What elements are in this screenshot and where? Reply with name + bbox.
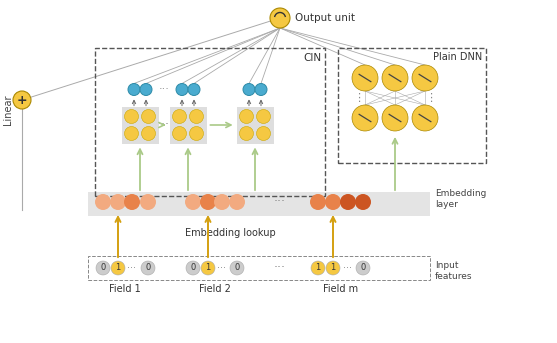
Text: Output unit: Output unit <box>295 13 355 23</box>
Circle shape <box>96 261 110 275</box>
Text: ···: ··· <box>217 263 227 273</box>
Text: ···: ··· <box>158 118 170 131</box>
Circle shape <box>229 194 245 210</box>
Circle shape <box>140 194 156 210</box>
Text: Plain DNN: Plain DNN <box>433 52 482 62</box>
FancyBboxPatch shape <box>121 106 159 143</box>
Text: ···: ··· <box>274 196 286 209</box>
Circle shape <box>111 261 125 275</box>
Text: Input
features: Input features <box>435 261 472 281</box>
FancyBboxPatch shape <box>88 192 430 216</box>
Circle shape <box>141 261 155 275</box>
Circle shape <box>110 194 126 210</box>
Circle shape <box>189 127 203 141</box>
Circle shape <box>270 8 290 28</box>
Circle shape <box>95 194 111 210</box>
Text: Field 1: Field 1 <box>109 284 141 294</box>
Text: Field m: Field m <box>323 284 358 294</box>
Circle shape <box>124 194 140 210</box>
Circle shape <box>412 105 438 131</box>
Circle shape <box>173 127 187 141</box>
Text: 1: 1 <box>315 263 321 272</box>
Text: 0: 0 <box>145 263 150 272</box>
Text: ···: ··· <box>274 261 286 274</box>
Text: ⋮: ⋮ <box>354 93 365 103</box>
Text: Embedding lookup: Embedding lookup <box>184 228 275 238</box>
Text: ···: ··· <box>159 84 169 95</box>
Circle shape <box>240 109 253 123</box>
Circle shape <box>243 83 255 95</box>
Circle shape <box>355 194 371 210</box>
Circle shape <box>255 83 267 95</box>
Circle shape <box>185 194 201 210</box>
Circle shape <box>141 127 155 141</box>
Circle shape <box>340 194 356 210</box>
Circle shape <box>128 83 140 95</box>
Text: 1: 1 <box>330 263 336 272</box>
Circle shape <box>141 109 155 123</box>
Circle shape <box>188 83 200 95</box>
Circle shape <box>310 194 326 210</box>
Circle shape <box>189 109 203 123</box>
Text: 1: 1 <box>206 263 211 272</box>
Circle shape <box>173 109 187 123</box>
Text: 0: 0 <box>360 263 365 272</box>
Text: ···: ··· <box>344 263 353 273</box>
Text: Embedding
layer: Embedding layer <box>435 189 486 209</box>
Circle shape <box>257 109 271 123</box>
Circle shape <box>356 261 370 275</box>
Circle shape <box>352 65 378 91</box>
Circle shape <box>201 261 215 275</box>
Circle shape <box>382 105 408 131</box>
Circle shape <box>13 91 31 109</box>
Circle shape <box>412 65 438 91</box>
Circle shape <box>311 261 325 275</box>
Text: 0: 0 <box>234 263 240 272</box>
Circle shape <box>325 194 341 210</box>
Text: 1: 1 <box>115 263 121 272</box>
Text: ⋮: ⋮ <box>426 93 437 103</box>
Circle shape <box>214 194 230 210</box>
Text: +: + <box>17 94 27 106</box>
Text: 0: 0 <box>190 263 196 272</box>
Circle shape <box>257 127 271 141</box>
FancyBboxPatch shape <box>169 106 207 143</box>
Circle shape <box>240 127 253 141</box>
Text: 0: 0 <box>100 263 106 272</box>
Circle shape <box>125 109 139 123</box>
Circle shape <box>125 127 139 141</box>
Text: Field 2: Field 2 <box>199 284 231 294</box>
Circle shape <box>382 65 408 91</box>
Circle shape <box>140 83 152 95</box>
FancyBboxPatch shape <box>237 106 273 143</box>
Text: Linear: Linear <box>3 95 13 125</box>
Circle shape <box>230 261 244 275</box>
Circle shape <box>186 261 200 275</box>
Circle shape <box>200 194 216 210</box>
Circle shape <box>326 261 340 275</box>
Circle shape <box>176 83 188 95</box>
Text: ···: ··· <box>128 263 136 273</box>
Circle shape <box>352 105 378 131</box>
Text: CIN: CIN <box>303 53 321 63</box>
